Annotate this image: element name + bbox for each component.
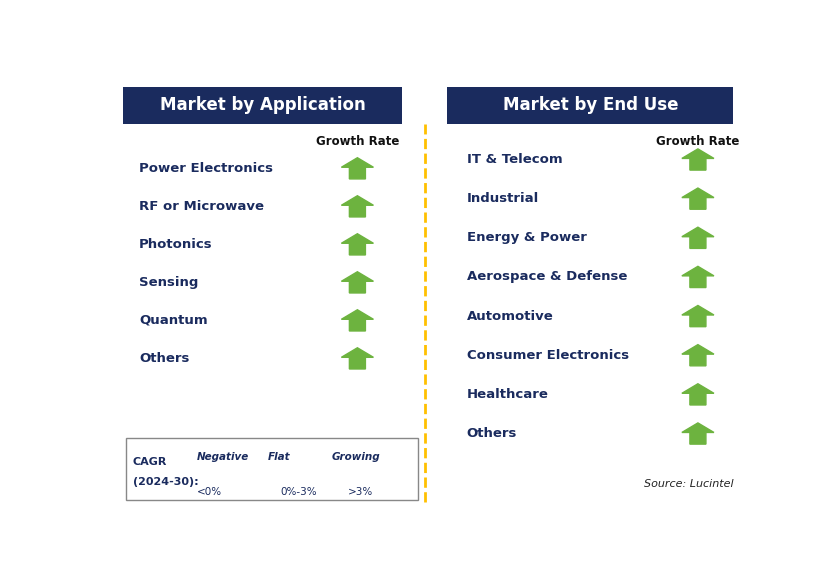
Text: Photonics: Photonics — [139, 238, 212, 251]
Text: Aerospace & Defense: Aerospace & Defense — [466, 270, 626, 284]
Text: Negative: Negative — [196, 452, 248, 463]
Text: IT & Telecom: IT & Telecom — [466, 153, 561, 166]
Polygon shape — [681, 266, 713, 288]
Polygon shape — [341, 272, 373, 293]
Polygon shape — [341, 234, 373, 255]
Polygon shape — [200, 467, 229, 485]
Polygon shape — [341, 196, 373, 217]
Text: Power Electronics: Power Electronics — [139, 162, 272, 175]
Text: Quantum: Quantum — [139, 314, 207, 327]
Polygon shape — [681, 423, 713, 444]
Polygon shape — [681, 344, 713, 366]
Text: >3%: >3% — [348, 487, 373, 497]
Polygon shape — [681, 149, 713, 170]
Polygon shape — [681, 188, 713, 210]
Text: Market by Application: Market by Application — [160, 96, 365, 114]
Text: Flat: Flat — [267, 452, 290, 463]
Text: 0%-3%: 0%-3% — [280, 487, 316, 497]
Text: RF or Microwave: RF or Microwave — [139, 200, 263, 213]
Text: Others: Others — [139, 352, 189, 365]
Polygon shape — [681, 305, 713, 327]
Text: <0%: <0% — [196, 487, 222, 497]
Text: Source: Lucintel: Source: Lucintel — [643, 479, 732, 490]
FancyBboxPatch shape — [126, 438, 418, 500]
Polygon shape — [341, 348, 373, 369]
Text: Consumer Electronics: Consumer Electronics — [466, 349, 628, 362]
FancyBboxPatch shape — [123, 87, 402, 124]
Polygon shape — [341, 158, 373, 179]
Text: (2024-30):: (2024-30): — [132, 476, 198, 487]
Polygon shape — [341, 310, 373, 331]
Polygon shape — [346, 467, 374, 485]
Text: Growth Rate: Growth Rate — [656, 135, 739, 148]
Polygon shape — [681, 384, 713, 405]
Text: Sensing: Sensing — [139, 276, 198, 289]
Text: Market by End Use: Market by End Use — [502, 96, 677, 114]
Polygon shape — [267, 465, 296, 486]
Text: Automotive: Automotive — [466, 309, 553, 323]
Text: Growing: Growing — [331, 452, 380, 463]
Polygon shape — [681, 227, 713, 249]
Text: Energy & Power: Energy & Power — [466, 231, 585, 245]
Text: Others: Others — [466, 427, 517, 440]
Text: Growth Rate: Growth Rate — [315, 135, 398, 148]
FancyBboxPatch shape — [447, 87, 732, 124]
Text: CAGR: CAGR — [132, 457, 166, 467]
Text: Healthcare: Healthcare — [466, 388, 548, 401]
Text: Industrial: Industrial — [466, 192, 538, 205]
